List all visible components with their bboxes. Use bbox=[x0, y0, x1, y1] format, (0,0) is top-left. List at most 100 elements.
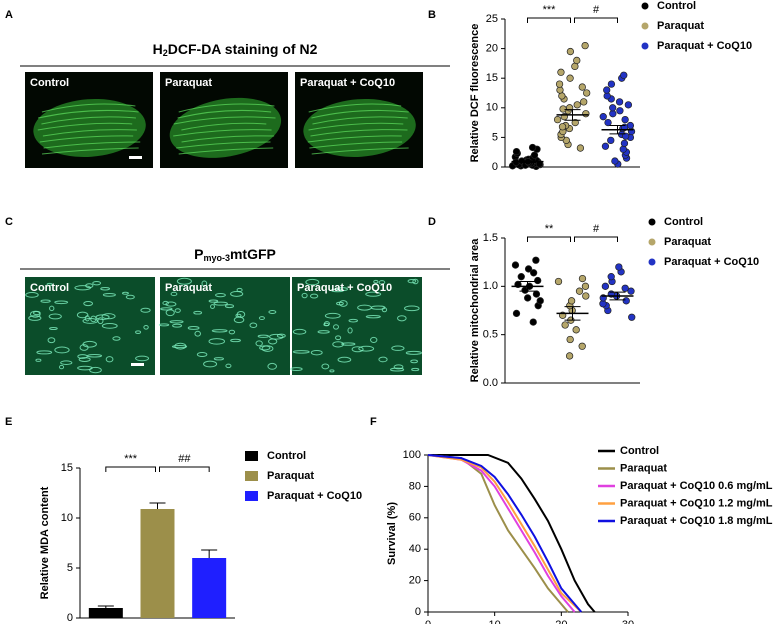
mito bbox=[170, 291, 178, 297]
data-point bbox=[565, 104, 574, 112]
data-point bbox=[622, 132, 630, 140]
mito bbox=[47, 337, 56, 344]
legend-marker bbox=[245, 491, 258, 501]
significance-label: *** bbox=[543, 4, 557, 16]
mito bbox=[160, 307, 173, 311]
panel-letter: F bbox=[370, 416, 377, 428]
y-tick-label: 1.0 bbox=[483, 280, 498, 292]
mito bbox=[357, 304, 372, 311]
streak bbox=[178, 147, 274, 155]
mito bbox=[268, 310, 277, 314]
mito bbox=[208, 338, 226, 345]
y-tick-label: 20 bbox=[409, 575, 421, 587]
data-point bbox=[517, 273, 525, 281]
data-point bbox=[604, 118, 612, 127]
image-label: Paraquat bbox=[165, 282, 212, 294]
mito bbox=[46, 282, 53, 286]
mito bbox=[187, 326, 200, 330]
mito bbox=[230, 290, 244, 297]
streak bbox=[178, 103, 275, 113]
mito bbox=[276, 333, 286, 338]
mito bbox=[397, 315, 407, 322]
y-axis-title: Relative DCF fluorescence bbox=[469, 24, 481, 163]
mito bbox=[335, 335, 342, 341]
significance-bracket bbox=[159, 466, 210, 472]
y-tick-label: 80 bbox=[409, 480, 421, 492]
mito bbox=[338, 300, 348, 307]
mito bbox=[83, 301, 94, 307]
mito bbox=[203, 360, 218, 368]
mito bbox=[257, 334, 270, 338]
streak bbox=[311, 147, 409, 155]
mito bbox=[258, 316, 265, 321]
mito bbox=[310, 349, 323, 356]
y-tick-label: 0.0 bbox=[483, 377, 498, 389]
significance-label: ** bbox=[545, 223, 554, 235]
streak bbox=[41, 147, 139, 155]
panel-letter: C bbox=[5, 216, 13, 228]
mito bbox=[370, 336, 378, 344]
significance-bracket bbox=[574, 17, 618, 23]
mito bbox=[172, 323, 183, 328]
significance-label: # bbox=[593, 4, 600, 16]
data-point bbox=[582, 110, 590, 118]
legend-label: Paraquat bbox=[267, 470, 314, 482]
survival-line bbox=[427, 454, 569, 613]
mito bbox=[76, 311, 89, 319]
streak bbox=[41, 116, 136, 125]
mito bbox=[35, 358, 42, 362]
legend-label: Paraquat + CoQ10 bbox=[267, 490, 362, 502]
mito bbox=[365, 291, 382, 297]
data-point bbox=[553, 115, 562, 124]
data-point bbox=[621, 284, 629, 292]
mito bbox=[78, 357, 91, 362]
y-tick-label: 10 bbox=[61, 512, 73, 524]
mito bbox=[143, 325, 149, 330]
significance-bracket bbox=[105, 466, 156, 472]
streak bbox=[181, 135, 275, 143]
mito bbox=[373, 279, 379, 284]
data-point bbox=[621, 115, 629, 124]
data-point bbox=[573, 56, 581, 65]
data-point bbox=[524, 294, 532, 302]
data-point bbox=[566, 47, 575, 56]
y-tick-label: 10 bbox=[486, 102, 498, 114]
y-tick-label: 5 bbox=[492, 131, 498, 143]
y-tick-label: 0.5 bbox=[483, 329, 498, 341]
data-point bbox=[581, 282, 590, 290]
mito bbox=[82, 318, 99, 324]
mito bbox=[86, 353, 103, 358]
mito bbox=[165, 301, 177, 307]
data-point bbox=[561, 321, 569, 329]
mito bbox=[208, 299, 219, 303]
legend-marker bbox=[641, 42, 649, 50]
y-axis-title: Relative MDA content bbox=[39, 486, 51, 599]
data-point bbox=[581, 41, 589, 50]
data-point bbox=[607, 80, 616, 88]
data-point bbox=[622, 297, 630, 305]
mito bbox=[102, 293, 116, 297]
data-point bbox=[580, 98, 588, 106]
legend-marker bbox=[641, 2, 649, 10]
data-point bbox=[511, 261, 520, 269]
x-tick-label: 20 bbox=[555, 619, 567, 624]
mito bbox=[305, 278, 320, 286]
scale-bar bbox=[129, 156, 142, 159]
legend-marker bbox=[245, 451, 258, 461]
mito bbox=[40, 299, 51, 303]
y-axis-title: Survival (%) bbox=[386, 502, 398, 565]
mito bbox=[290, 367, 303, 372]
image-label: Control bbox=[30, 77, 69, 89]
legend-label: Paraquat bbox=[664, 236, 711, 248]
panel-letter: A bbox=[5, 9, 13, 21]
data-point bbox=[512, 147, 521, 156]
title-part: myo-3 bbox=[203, 253, 230, 263]
data-point bbox=[557, 68, 565, 76]
streak bbox=[173, 116, 276, 125]
mito bbox=[330, 288, 345, 293]
mito bbox=[365, 314, 381, 319]
data-point bbox=[512, 309, 521, 318]
legend-label: Paraquat + CoQ10 bbox=[664, 256, 759, 268]
mito bbox=[391, 345, 405, 351]
mito bbox=[135, 330, 142, 334]
